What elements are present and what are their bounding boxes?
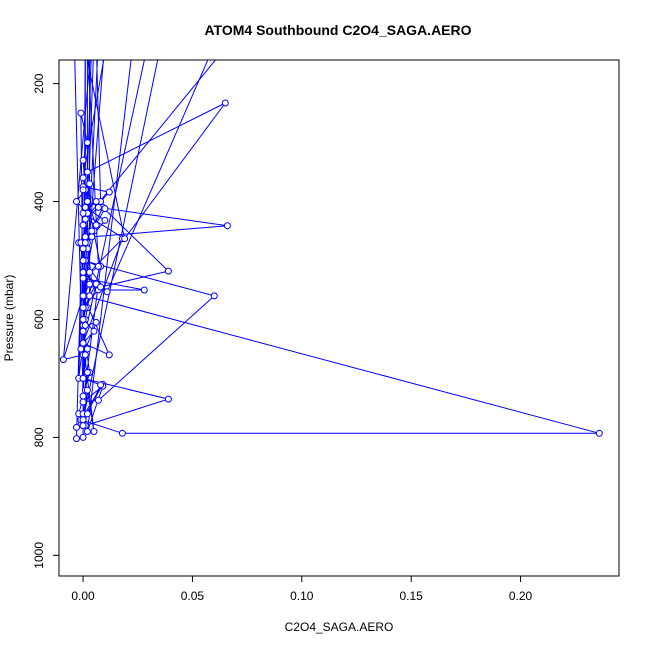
- data-point: [97, 381, 105, 389]
- data-point: [73, 435, 80, 443]
- data-point: [140, 286, 148, 294]
- data-point: [73, 423, 80, 431]
- data-point: [79, 327, 87, 335]
- data-point: [90, 428, 98, 435]
- data-point: [83, 369, 91, 376]
- data-point: [223, 222, 231, 230]
- data-point: [118, 429, 126, 437]
- data-point: [59, 356, 67, 364]
- data-point: [83, 428, 91, 435]
- data-point: [94, 396, 102, 404]
- data-point: [86, 292, 94, 300]
- data-point: [88, 233, 96, 241]
- data-point: [121, 235, 129, 243]
- series-segment: [86, 60, 126, 239]
- x-tick-label: 0.05: [181, 589, 205, 603]
- y-tick-label: 600: [32, 309, 46, 329]
- data-point: [595, 429, 603, 437]
- data-point: [105, 188, 113, 196]
- data-point: [101, 205, 109, 213]
- data-point: [73, 198, 80, 205]
- data-point: [79, 374, 87, 382]
- data-point: [81, 215, 89, 223]
- data-point: [92, 318, 100, 326]
- series-line: [62, 102, 600, 440]
- data-point: [77, 109, 85, 117]
- data-point: [92, 198, 100, 205]
- x-tick-label: 0.10: [290, 589, 314, 603]
- data-point: [79, 268, 87, 276]
- data-point: [79, 245, 87, 253]
- plot-frame: [58, 59, 620, 577]
- y-tick-label: 400: [32, 191, 46, 211]
- data-point: [221, 99, 229, 107]
- x-tick-label: 0.20: [509, 589, 533, 603]
- data-point: [105, 351, 113, 359]
- chart-title: ATOM4 Southbound C2O4_SAGA.AERO: [204, 22, 471, 38]
- data-point: [79, 433, 87, 441]
- x-axis-label: C2O4_SAGA.AERO: [285, 620, 394, 634]
- data-point: [79, 221, 87, 229]
- data-point: [83, 198, 91, 205]
- data-point: [164, 395, 172, 403]
- data-point: [97, 283, 105, 291]
- data-point: [81, 233, 89, 241]
- data-point: [164, 267, 172, 275]
- data-point: [83, 139, 91, 147]
- data-point: [94, 262, 102, 270]
- data-point: [83, 386, 91, 394]
- series-segment: [96, 60, 102, 202]
- data-point: [79, 416, 87, 424]
- series-segment: [106, 60, 209, 292]
- data-point: [79, 392, 87, 400]
- data-point: [79, 209, 87, 217]
- data-point: [81, 239, 89, 247]
- data-point: [103, 288, 111, 296]
- data-point: [79, 257, 87, 264]
- data-point: [88, 227, 96, 235]
- data-point: [79, 174, 87, 182]
- data-point: [81, 351, 89, 359]
- data-point: [79, 304, 87, 312]
- data-point: [92, 221, 100, 229]
- data-point: [79, 339, 87, 347]
- data-point: [83, 410, 91, 418]
- data-point: [83, 168, 91, 176]
- x-axis: 0.00 0.05 0.10 0.15 0.20: [71, 575, 533, 603]
- data-point: [79, 292, 87, 300]
- data-point: [79, 422, 87, 430]
- x-tick-label: 0.00: [71, 589, 95, 603]
- data-point: [90, 327, 98, 335]
- data-point: [86, 280, 94, 288]
- data-point: [86, 180, 94, 188]
- data-point: [101, 216, 109, 224]
- y-axis: 200 400 600 800 1000: [32, 73, 60, 569]
- data-point: [79, 156, 87, 164]
- data-point: [79, 274, 87, 282]
- data-point: [210, 292, 218, 300]
- data-point: [79, 186, 87, 194]
- data-point: [83, 345, 91, 353]
- data-point: [94, 203, 102, 211]
- data-point: [79, 398, 87, 406]
- y-tick-label: 800: [32, 427, 46, 447]
- y-tick-label: 1000: [32, 542, 46, 569]
- y-axis-label: Pressure (mbar): [2, 275, 16, 362]
- data-point: [81, 203, 89, 211]
- data-point: [79, 316, 87, 323]
- data-point: [81, 321, 89, 329]
- data-point: [86, 268, 94, 276]
- data-point: [77, 345, 85, 353]
- x-tick-label: 0.15: [400, 589, 424, 603]
- y-tick-label: 200: [32, 73, 46, 93]
